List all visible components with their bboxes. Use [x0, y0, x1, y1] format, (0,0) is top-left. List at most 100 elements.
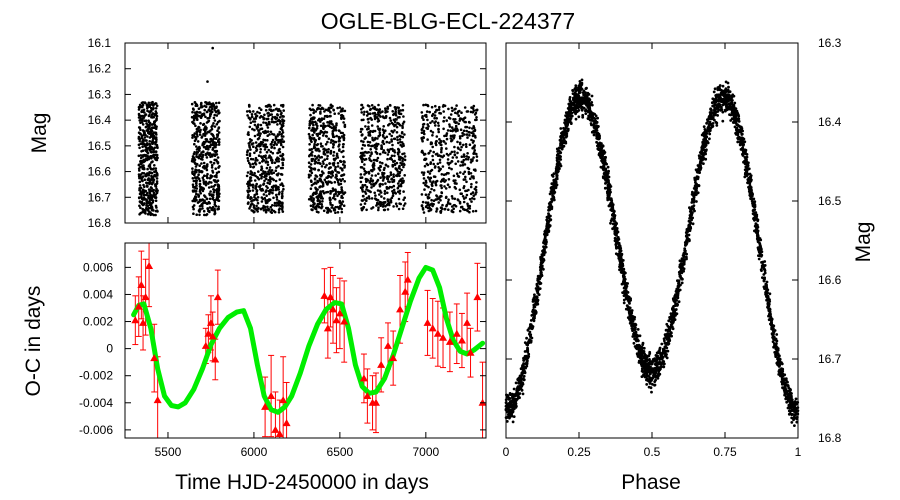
lightcurve-point [431, 145, 435, 149]
lightcurve-point [280, 111, 283, 115]
lightcurve-point [443, 180, 446, 183]
lightcurve-point [458, 135, 462, 138]
oc-ytick-label: 0.006 [83, 260, 113, 274]
lightcurve-point [213, 188, 216, 192]
lightcurve-point [257, 154, 261, 157]
lightcurve-point [457, 147, 460, 150]
lightcurve-point [393, 149, 396, 152]
lightcurve-point [148, 191, 152, 195]
lightcurve-point [454, 118, 457, 121]
lightcurve-point [363, 154, 366, 157]
lightcurve-point [273, 204, 277, 207]
lightcurve-point [247, 133, 250, 136]
lightcurve-point [373, 197, 377, 200]
lightcurve-point [390, 186, 394, 189]
lightcurve-point [432, 150, 436, 154]
lightcurve-point [331, 139, 335, 143]
lightcurve-point [266, 117, 270, 121]
lightcurve-point [155, 125, 158, 128]
lightcurve-point [365, 110, 369, 114]
lightcurve-point [308, 107, 312, 111]
lightcurve-point [433, 175, 437, 179]
lightcurve-point [398, 192, 402, 195]
lightcurve-point [311, 193, 315, 197]
lightcurve-point [200, 113, 204, 116]
lightcurve-point [150, 206, 154, 210]
lightcurve-point [458, 188, 462, 192]
lightcurve-point [464, 157, 468, 161]
oc-point [377, 360, 386, 368]
lightcurve-point [144, 148, 147, 152]
oc-point [323, 324, 332, 332]
lightcurve-point [435, 207, 439, 211]
lightcurve-point [400, 163, 404, 166]
lightcurve-point [390, 121, 394, 125]
lightcurve-point [437, 128, 440, 131]
lightcurve-point [155, 177, 159, 180]
lightcurve-point [471, 191, 475, 194]
oc-point [389, 354, 398, 362]
lightcurve-point [448, 125, 452, 128]
phased-point [715, 124, 719, 127]
lightcurve-point [150, 161, 153, 164]
lightcurve-point [319, 185, 322, 188]
lightcurve-point [441, 105, 445, 108]
lightcurve-point [149, 186, 153, 189]
lightcurve-point [465, 133, 469, 136]
lightcurve-point [365, 208, 368, 212]
lightcurve-point [332, 188, 336, 192]
lightcurve-point [329, 110, 332, 114]
lightcurve-point [269, 191, 272, 194]
lightcurve-point [396, 190, 400, 193]
lightcurve-point [337, 112, 341, 115]
oc-point [131, 316, 140, 324]
lightcurve-point [436, 162, 440, 166]
lightcurve-point [364, 177, 368, 181]
lightcurve-point [433, 166, 437, 169]
lightcurve-point [372, 166, 375, 169]
lightcurve-point [399, 135, 403, 138]
phased-point [590, 101, 594, 104]
lightcurve-point [275, 193, 278, 197]
lightcurve-point [342, 204, 346, 207]
lightcurve-point [216, 140, 220, 143]
phased-point [542, 267, 545, 271]
lightcurve-ticks: 16.116.216.316.416.516.616.716.8 [88, 36, 486, 230]
lightcurve-point [250, 196, 253, 200]
lightcurve-point [421, 208, 425, 211]
lightcurve-point [371, 138, 375, 142]
lightcurve-point [382, 201, 386, 204]
lightcurve-point [395, 204, 399, 208]
lightcurve-point [313, 142, 316, 146]
lightcurve-point [308, 169, 312, 173]
lightcurve-point [460, 192, 464, 195]
lightcurve-point [278, 207, 282, 210]
oc-xlabel: Time HJD-2450000 in days [175, 471, 429, 494]
lightcurve-point [191, 136, 194, 139]
lightcurve-point [390, 154, 394, 158]
lightcurve-point [321, 185, 324, 188]
lightcurve-point [434, 142, 438, 145]
lightcurve-point [198, 111, 201, 114]
lightcurve-point [278, 147, 281, 151]
lightcurve-point [340, 189, 344, 193]
lightcurve-point [342, 133, 346, 137]
lightcurve-point [207, 140, 210, 144]
lightcurve-point [376, 189, 380, 192]
lightcurve-point [313, 202, 316, 206]
lightcurve-point [141, 207, 144, 211]
lightcurve-point [332, 142, 335, 146]
lightcurve-point [382, 172, 386, 175]
lightcurve-point [258, 185, 261, 188]
lightcurve-point [437, 197, 441, 200]
lightcurve-point [475, 181, 478, 184]
lightcurve-point [272, 196, 275, 200]
lightcurve-point [422, 118, 425, 121]
lightcurve-point [269, 205, 273, 209]
lightcurve-point [384, 109, 387, 112]
lightcurve-point [216, 207, 219, 211]
lightcurve-point [390, 178, 393, 181]
lightcurve-point [368, 108, 372, 112]
lightcurve-point [211, 138, 215, 142]
lightcurve-point [267, 172, 271, 175]
